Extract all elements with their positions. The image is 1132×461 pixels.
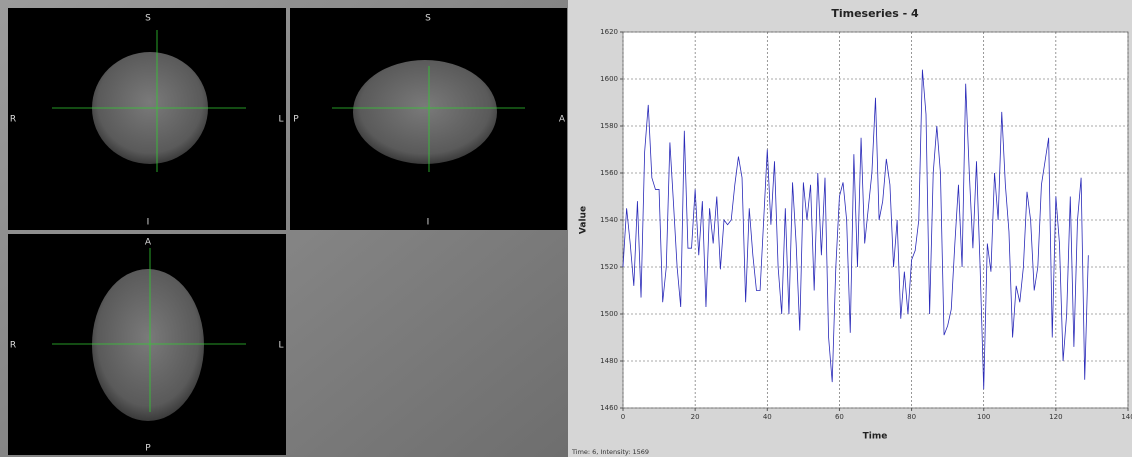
x-tick-label: 60: [835, 413, 844, 421]
chart-title: Timeseries - 4: [831, 7, 919, 20]
orient-label: A: [145, 238, 152, 248]
orient-label: P: [293, 115, 299, 125]
orient-label: I: [147, 218, 150, 228]
status-text: Time: 6, Intensity: 1569: [571, 448, 649, 456]
orient-label: L: [278, 115, 283, 125]
y-tick-label: 1480: [600, 357, 618, 365]
orient-label: L: [278, 341, 283, 351]
y-tick-label: 1580: [600, 122, 618, 130]
x-axis-label: Time: [863, 432, 888, 442]
orient-label: R: [10, 341, 16, 351]
y-tick-label: 1500: [600, 310, 618, 318]
y-tick-label: 1460: [600, 404, 618, 412]
orient-label: I: [427, 218, 430, 228]
x-tick-label: 0: [621, 413, 625, 421]
orient-label: S: [425, 14, 431, 24]
x-tick-label: 20: [691, 413, 700, 421]
orient-label: A: [559, 115, 566, 125]
y-tick-label: 1600: [600, 75, 618, 83]
y-tick-label: 1620: [600, 28, 618, 36]
orient-label: S: [145, 14, 151, 24]
y-tick-label: 1540: [600, 216, 618, 224]
brain-image: [353, 60, 497, 164]
orient-label: R: [10, 115, 16, 125]
y-tick-label: 1560: [600, 169, 618, 177]
x-tick-label: 140: [1121, 413, 1132, 421]
x-tick-label: 80: [907, 413, 916, 421]
x-tick-label: 100: [977, 413, 990, 421]
x-tick-label: 40: [763, 413, 772, 421]
brain-image: [92, 269, 204, 421]
y-tick-label: 1520: [600, 263, 618, 271]
series-line: [622, 69, 1089, 390]
y-axis-label: Value: [579, 206, 589, 234]
orient-label: P: [145, 444, 151, 454]
x-tick-label: 120: [1049, 413, 1062, 421]
